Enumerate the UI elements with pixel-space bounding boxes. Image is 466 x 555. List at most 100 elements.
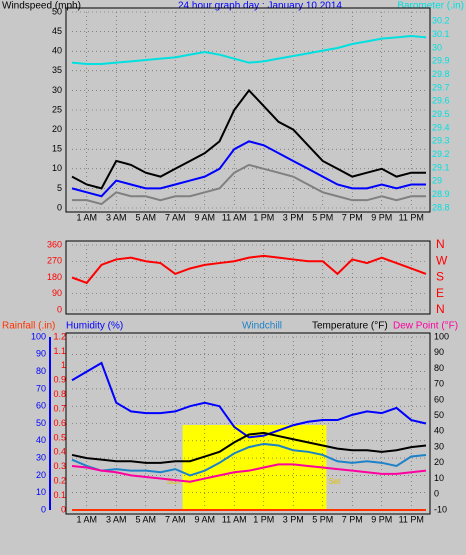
y2-tick-label: 90 bbox=[434, 347, 444, 357]
y3-tick-label: 0.2 bbox=[53, 476, 66, 486]
y-tick-label: 40 bbox=[52, 46, 62, 56]
y-tick-label: 70 bbox=[36, 383, 46, 393]
y-tick-label: 90 bbox=[36, 349, 46, 359]
y-tick-label: 5 bbox=[57, 183, 62, 193]
y2-tick-label: 29 bbox=[432, 176, 442, 186]
y-tick-label: 50 bbox=[52, 6, 62, 16]
series-line bbox=[71, 431, 427, 464]
y2-tick-label: 60 bbox=[434, 394, 444, 404]
y2-tick-label: 30.2 bbox=[432, 16, 450, 26]
y2-tick-label: 29.6 bbox=[432, 96, 450, 106]
series-line bbox=[72, 163, 426, 206]
y-tick-label: 20 bbox=[36, 470, 46, 480]
y-tick-label: 35 bbox=[52, 65, 62, 75]
x-tick-label: 3 AM bbox=[106, 514, 127, 524]
x-tick-label: 3 PM bbox=[283, 514, 304, 524]
wind-axis-title: Windspeed (mph) bbox=[2, 1, 81, 12]
x-tick-label: 7 PM bbox=[342, 514, 363, 524]
y3-tick-label: 0.1 bbox=[53, 490, 66, 500]
y3-tick-label: 0.5 bbox=[53, 432, 66, 442]
y3-tick-label: 1.1 bbox=[53, 346, 66, 356]
y2-tick-label: 29.5 bbox=[432, 109, 450, 119]
x-tick-label: 9 AM bbox=[194, 212, 215, 222]
x-tick-label: 9 PM bbox=[371, 212, 392, 222]
y-tick-label: 0 bbox=[41, 504, 46, 514]
y-tick-label: 45 bbox=[52, 26, 62, 36]
y-tick-label: 10 bbox=[36, 487, 46, 497]
series-line bbox=[71, 88, 426, 190]
y2-tick-label: 100 bbox=[434, 331, 449, 341]
y3-tick-label: 1.2 bbox=[53, 331, 66, 341]
plot-frame bbox=[65, 240, 431, 315]
y3-tick-label: 0 bbox=[61, 504, 66, 514]
x-tick-label: 7 AM bbox=[165, 212, 186, 222]
y2-tick-label: E bbox=[436, 286, 444, 300]
daylight bbox=[182, 425, 327, 510]
x-tick-label: 11 AM bbox=[222, 212, 247, 222]
y3-tick-label: 0.3 bbox=[53, 461, 66, 471]
series-line bbox=[71, 140, 426, 198]
y2-tick-label: 20 bbox=[434, 457, 444, 467]
y-tick-label: 50 bbox=[36, 418, 46, 428]
y2-tick-label: 29.2 bbox=[432, 149, 450, 159]
y2-tick-label: -10 bbox=[434, 504, 447, 514]
x-tick-label: 5 AM bbox=[135, 212, 156, 222]
x-tick-label: 9 PM bbox=[371, 514, 392, 524]
series-line bbox=[71, 254, 427, 285]
y2-tick-label: 30 bbox=[432, 42, 442, 52]
series-line bbox=[71, 463, 427, 483]
y2-tick-label: 29.9 bbox=[432, 56, 450, 66]
y3-tick-label: 0.9 bbox=[53, 375, 66, 385]
y2-tick-label: 0 bbox=[434, 489, 439, 499]
y-tick-label: 60 bbox=[36, 401, 46, 411]
y-tick-label: 0 bbox=[57, 304, 62, 314]
y2-tick-label: 28.9 bbox=[432, 189, 450, 199]
barometer-axis-title: Barometer (.in) bbox=[397, 1, 464, 12]
legend-entry: Dew Point (°F) bbox=[393, 321, 458, 332]
series-line bbox=[71, 34, 427, 65]
y-tick-label: 180 bbox=[47, 272, 62, 282]
x-tick-label: 9 AM bbox=[194, 514, 215, 524]
series-line bbox=[71, 361, 427, 439]
y-tick-label: 20 bbox=[52, 124, 62, 134]
x-tick-label: 5 PM bbox=[312, 212, 333, 222]
y2-tick-label: 50 bbox=[434, 410, 444, 420]
plot-frame bbox=[65, 7, 431, 213]
y2-tick-label: 29.3 bbox=[432, 136, 450, 146]
chart-title: 24 hour graph day : January 10 2014 bbox=[178, 1, 342, 12]
y3-tick-label: 0.6 bbox=[53, 418, 66, 428]
y2-tick-label: S bbox=[436, 270, 444, 284]
y2-tick-label: N bbox=[436, 302, 445, 316]
x-tick-label: 11 PM bbox=[399, 514, 424, 524]
y2-tick-label: 10 bbox=[434, 473, 444, 483]
legend-entry: Temperature (°F) bbox=[312, 321, 388, 332]
x-tick-label: 3 PM bbox=[283, 212, 304, 222]
y-tick-label: 10 bbox=[52, 163, 62, 173]
y2-tick-label: 40 bbox=[434, 426, 444, 436]
y-tick-label: 270 bbox=[47, 256, 62, 266]
y3-tick-label: 1 bbox=[61, 360, 66, 370]
y2-tick-label: 28.8 bbox=[432, 202, 450, 212]
y2-tick-label: 29.8 bbox=[432, 69, 450, 79]
y2-tick-label: N bbox=[436, 237, 445, 251]
legend-entry: Rainfall (.in) bbox=[2, 321, 55, 332]
y2-tick-label: 30 bbox=[434, 441, 444, 451]
y2-tick-label: 29.4 bbox=[432, 122, 450, 132]
y-tick-label: 80 bbox=[36, 366, 46, 376]
y2-tick-label: 29.1 bbox=[432, 162, 450, 172]
x-tick-label: 3 AM bbox=[106, 212, 127, 222]
x-tick-label: 11 AM bbox=[222, 514, 247, 524]
x-tick-label: 1 PM bbox=[253, 212, 274, 222]
annotation: Set bbox=[328, 477, 341, 486]
y-tick-label: 90 bbox=[52, 288, 62, 298]
y-tick-label: 30 bbox=[36, 452, 46, 462]
x-tick-label: 5 AM bbox=[135, 514, 156, 524]
x-tick-label: 1 AM bbox=[76, 212, 97, 222]
y3-tick-label: 0.7 bbox=[53, 403, 66, 413]
y-tick-label: 100 bbox=[31, 331, 46, 341]
x-tick-label: 1 PM bbox=[253, 514, 274, 524]
legend-entry: Humidity (%) bbox=[66, 321, 123, 332]
legend-entry: Windchill bbox=[242, 321, 282, 332]
y2-tick-label: 30.1 bbox=[432, 29, 450, 39]
x-tick-label: 7 PM bbox=[342, 212, 363, 222]
